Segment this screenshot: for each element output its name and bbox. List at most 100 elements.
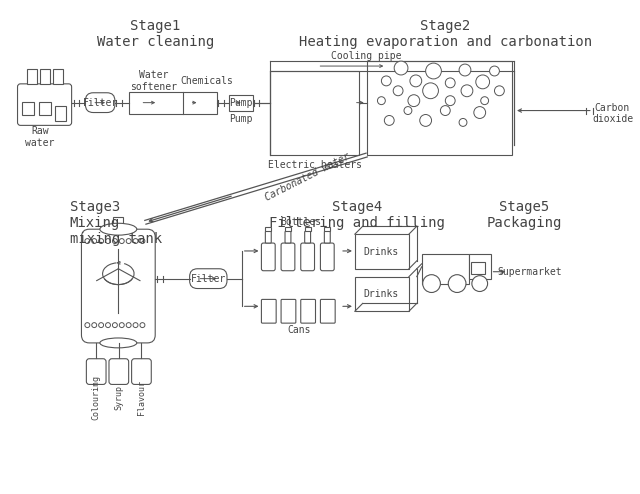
Circle shape: [481, 97, 488, 105]
FancyBboxPatch shape: [132, 359, 151, 384]
Circle shape: [133, 239, 138, 244]
FancyBboxPatch shape: [285, 231, 291, 243]
Circle shape: [410, 75, 422, 87]
FancyBboxPatch shape: [261, 299, 276, 323]
Circle shape: [140, 239, 145, 244]
Circle shape: [459, 64, 471, 76]
Circle shape: [385, 116, 394, 125]
Text: Pump: Pump: [229, 115, 253, 124]
FancyBboxPatch shape: [17, 84, 72, 125]
Circle shape: [448, 275, 466, 292]
FancyBboxPatch shape: [281, 299, 296, 323]
Bar: [22, 102, 35, 116]
FancyBboxPatch shape: [301, 299, 316, 323]
FancyBboxPatch shape: [321, 299, 335, 323]
Text: Stage4
Filtering and filling: Stage4 Filtering and filling: [269, 200, 445, 230]
Bar: [270, 71, 359, 155]
FancyBboxPatch shape: [189, 269, 227, 288]
Circle shape: [472, 276, 488, 291]
Circle shape: [381, 76, 391, 86]
Text: Carbonated water: Carbonated water: [264, 151, 352, 203]
Text: Flavour: Flavour: [137, 380, 146, 415]
Bar: [422, 254, 469, 284]
FancyBboxPatch shape: [324, 231, 330, 243]
Text: Chemicals: Chemicals: [180, 76, 233, 86]
Circle shape: [85, 323, 90, 328]
Circle shape: [113, 239, 117, 244]
Bar: [40, 69, 50, 84]
FancyBboxPatch shape: [281, 243, 295, 271]
Circle shape: [408, 95, 420, 107]
Circle shape: [126, 239, 131, 244]
Circle shape: [445, 96, 455, 106]
Text: Colouring: Colouring: [92, 375, 100, 420]
Bar: [129, 92, 217, 114]
Ellipse shape: [328, 141, 346, 150]
Text: Filter: Filter: [191, 274, 226, 284]
FancyBboxPatch shape: [261, 243, 275, 271]
Bar: [355, 277, 409, 311]
Bar: [471, 262, 484, 274]
Text: Stage5
Packaging: Stage5 Packaging: [486, 200, 562, 230]
Bar: [113, 217, 123, 225]
Text: Carbon
dioxide: Carbon dioxide: [592, 103, 633, 124]
Bar: [367, 61, 512, 155]
Bar: [53, 69, 63, 84]
Circle shape: [459, 119, 467, 126]
Circle shape: [440, 106, 450, 116]
Bar: [324, 227, 330, 231]
Circle shape: [422, 275, 440, 292]
Circle shape: [92, 239, 97, 244]
FancyBboxPatch shape: [301, 243, 314, 271]
Text: Bottles: Bottles: [280, 217, 321, 227]
Text: Stage2
Heating evaporation and carbonation: Stage2 Heating evaporation and carbonati…: [299, 19, 592, 49]
Text: Water
softener: Water softener: [130, 70, 177, 92]
Circle shape: [420, 115, 431, 126]
FancyBboxPatch shape: [86, 359, 106, 384]
Circle shape: [422, 83, 438, 99]
FancyBboxPatch shape: [85, 93, 115, 113]
Text: Drinks: Drinks: [364, 247, 399, 257]
Circle shape: [99, 239, 104, 244]
Circle shape: [445, 78, 455, 88]
Ellipse shape: [100, 223, 137, 235]
Text: Stage1
Water cleaning: Stage1 Water cleaning: [97, 19, 214, 49]
Text: Pump: Pump: [229, 98, 253, 108]
Text: Supermarket: Supermarket: [497, 267, 562, 277]
Text: Drinks: Drinks: [364, 289, 399, 299]
Circle shape: [119, 239, 124, 244]
Text: Stage3
Mixing
mixing tank: Stage3 Mixing mixing tank: [70, 200, 162, 246]
Circle shape: [92, 323, 97, 328]
Text: Filter: Filter: [83, 98, 118, 108]
Circle shape: [99, 323, 104, 328]
Bar: [266, 227, 271, 231]
FancyBboxPatch shape: [109, 359, 129, 384]
Text: Syrup: Syrup: [115, 385, 124, 410]
Circle shape: [378, 97, 385, 105]
Circle shape: [85, 239, 90, 244]
Circle shape: [394, 61, 408, 75]
Bar: [39, 102, 51, 116]
Circle shape: [133, 323, 138, 328]
Circle shape: [113, 323, 117, 328]
Bar: [305, 227, 310, 231]
FancyBboxPatch shape: [81, 229, 156, 343]
Ellipse shape: [304, 141, 321, 150]
FancyBboxPatch shape: [321, 243, 334, 271]
Bar: [55, 106, 66, 122]
Bar: [469, 254, 490, 279]
Bar: [285, 227, 291, 231]
Circle shape: [474, 107, 486, 119]
Circle shape: [140, 323, 145, 328]
Bar: [229, 95, 253, 111]
Circle shape: [490, 66, 499, 76]
Circle shape: [126, 323, 131, 328]
Circle shape: [495, 86, 504, 96]
Circle shape: [461, 85, 473, 97]
Bar: [28, 69, 37, 84]
Text: Raw
water: Raw water: [26, 126, 55, 148]
Circle shape: [106, 239, 111, 244]
Text: Electric heaters: Electric heaters: [268, 160, 362, 170]
Circle shape: [393, 86, 403, 96]
FancyBboxPatch shape: [305, 231, 310, 243]
